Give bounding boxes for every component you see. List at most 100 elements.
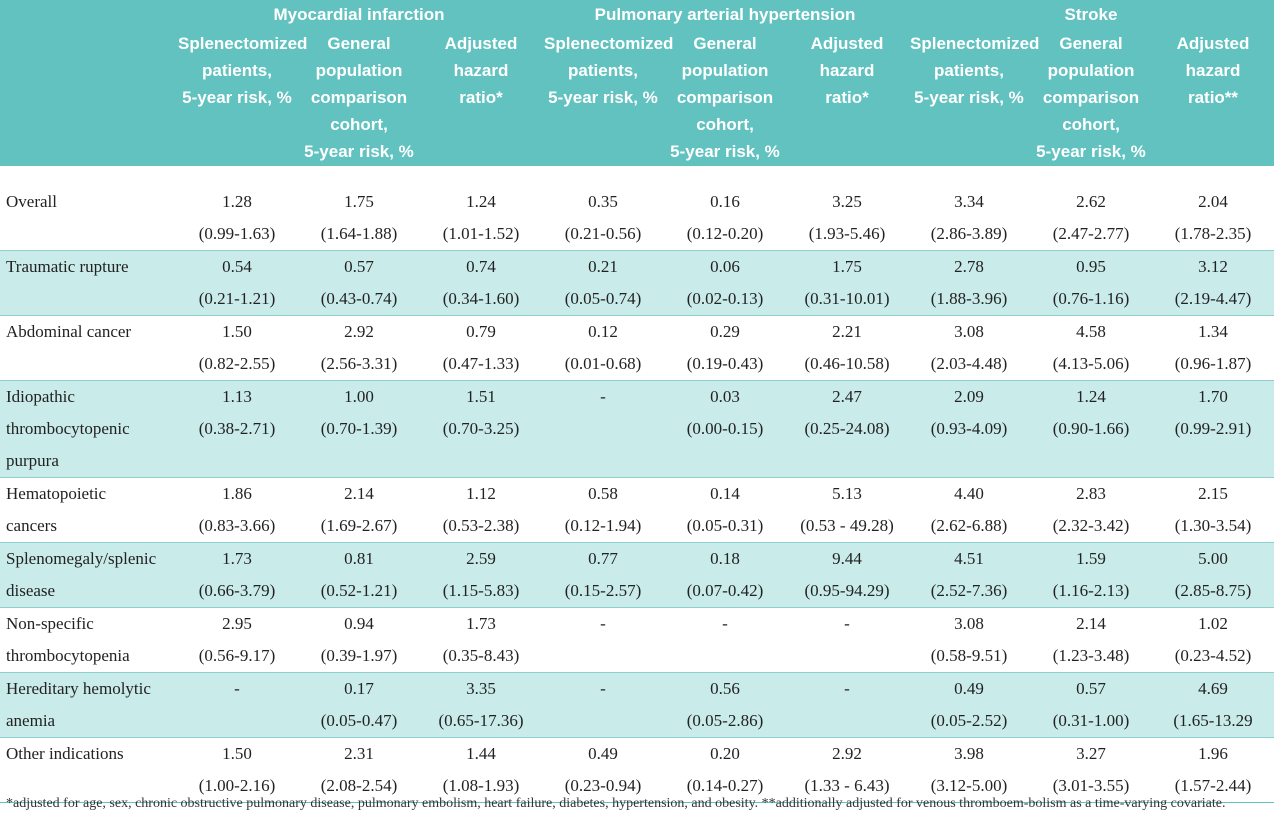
subheader-line: cohort, — [1062, 115, 1120, 134]
confidence-interval: (2.32-3.42) — [1052, 516, 1130, 535]
data-cell: 0.56 (0.05-2.86) — [664, 672, 786, 738]
estimate-value: 3.34 — [954, 192, 984, 211]
subheader-line: Adjusted — [810, 34, 884, 53]
data-cell: 5.00 (2.85-8.75) — [1152, 542, 1275, 608]
subheader-mi-general: General population comparison cohort, 5-year… — [298, 30, 420, 166]
estimate-value: 0.57 — [1076, 679, 1106, 698]
table-row: Splenomegaly/splenic disease 1.73 (0.66-3.7… — [0, 542, 1275, 608]
confidence-interval: (0.47-1.33) — [442, 354, 520, 373]
estimate-value: 3.27 — [1076, 744, 1106, 763]
confidence-interval: (2.03-4.48) — [930, 354, 1008, 373]
confidence-interval: (0.05-2.52) — [930, 711, 1008, 730]
data-cell: 1.50 (1.00-2.16) — [176, 737, 298, 803]
data-cell: 2.59 (1.15-5.83) — [420, 542, 542, 608]
confidence-interval: (0.00-0.15) — [686, 419, 764, 438]
data-cell: 1.70 (0.99-2.91) — [1152, 380, 1275, 478]
confidence-interval: (0.01-0.68) — [564, 354, 642, 373]
confidence-interval: (0.23-4.52) — [1174, 646, 1252, 665]
confidence-interval: (2.52-7.36) — [930, 581, 1008, 600]
confidence-interval: (0.65-17.36) — [438, 711, 524, 730]
estimate-value: 1.50 — [222, 744, 252, 763]
row-label: Non-specific thrombocytopenia — [0, 607, 176, 673]
confidence-interval: (1.08-1.93) — [442, 776, 520, 795]
confidence-interval: (1.57-2.44) — [1174, 776, 1252, 795]
data-cell: 2.09 (0.93-4.09) — [908, 380, 1030, 478]
data-cell: 1.86 (0.83-3.66) — [176, 477, 298, 543]
confidence-interval: (1.30-3.54) — [1174, 516, 1252, 535]
data-cell: 2.95 (0.56-9.17) — [176, 607, 298, 673]
subheader-line: hazard — [819, 61, 875, 80]
data-cell: 3.98 (3.12-5.00) — [908, 737, 1030, 803]
data-cell: 4.40 (2.62-6.88) — [908, 477, 1030, 543]
data-cell: 2.21 (0.46-10.58) — [786, 315, 908, 381]
row-label-line: thrombocytopenia — [6, 646, 130, 665]
estimate-value: 9.44 — [832, 549, 862, 568]
data-cell: 0.12 (0.01-0.68) — [542, 315, 664, 381]
estimate-value: 0.35 — [588, 192, 618, 211]
data-cell: 2.62 (2.47-2.77) — [1030, 186, 1152, 251]
row-label: Other indications — [0, 737, 176, 803]
subheader-line: hazard — [453, 61, 509, 80]
row-label-line: Other indications — [6, 744, 124, 763]
data-cell: 0.77 (0.15-2.57) — [542, 542, 664, 608]
data-cell: 2.15 (1.30-3.54) — [1152, 477, 1275, 543]
data-cell: 0.06 (0.02-0.13) — [664, 250, 786, 316]
estimate-value: - — [722, 614, 728, 633]
confidence-interval: (0.31-10.01) — [804, 289, 890, 308]
estimate-value: 2.09 — [954, 387, 984, 406]
confidence-interval: (1.01-1.52) — [442, 224, 520, 243]
confidence-interval: (2.85-8.75) — [1174, 581, 1252, 600]
confidence-interval: (0.21-0.56) — [564, 224, 642, 243]
confidence-interval: (0.66-3.79) — [198, 581, 276, 600]
estimate-value: 1.28 — [222, 192, 252, 211]
confidence-interval: (0.99-2.91) — [1174, 419, 1252, 438]
data-cell: 3.08 (0.58-9.51) — [908, 607, 1030, 673]
subheader-line: General — [1059, 34, 1123, 53]
confidence-interval: (0.53-2.38) — [442, 516, 520, 535]
confidence-interval: (1.88-3.96) — [930, 289, 1008, 308]
estimate-value: 4.69 — [1198, 679, 1228, 698]
subheader-line: Splenectomized — [178, 34, 308, 53]
row-label-line: purpura — [6, 451, 59, 470]
subheader-line: population — [681, 61, 769, 80]
subheader-line: patients, — [934, 61, 1004, 80]
data-cell: 0.14 (0.05-0.31) — [664, 477, 786, 543]
estimate-value: 0.74 — [466, 257, 496, 276]
data-cell: 2.04 (1.78-2.35) — [1152, 186, 1275, 251]
estimate-value: 0.12 — [588, 322, 618, 341]
confidence-interval: (3.01-3.55) — [1052, 776, 1130, 795]
data-cell: 5.13 (0.53 - 49.28) — [786, 477, 908, 543]
estimate-value: 0.57 — [344, 257, 374, 276]
footnote: *adjusted for age, sex, chronic obstruct… — [6, 796, 1226, 811]
row-label: Hereditary hemolytic anemia — [0, 672, 176, 738]
data-cell: 9.44 (0.95-94.29) — [786, 542, 908, 608]
subheader-line: hazard — [1185, 61, 1241, 80]
estimate-value: 0.95 — [1076, 257, 1106, 276]
subheader-line: 5-year risk, % — [670, 142, 780, 161]
estimate-value: 0.03 — [710, 387, 740, 406]
subheader-row: Splenectomized patients, 5-year risk, % Gen… — [0, 30, 1275, 166]
confidence-interval: (0.34-1.60) — [442, 289, 520, 308]
data-cell: 0.58 (0.12-1.94) — [542, 477, 664, 543]
data-cell: 0.57 (0.43-0.74) — [298, 250, 420, 316]
estimate-value: 5.00 — [1198, 549, 1228, 568]
table-row: Hematopoietic cancers 1.86 (0.83-3.66) 2.14 (… — [0, 477, 1275, 543]
estimate-value: 3.25 — [832, 192, 862, 211]
data-cell: - — [176, 672, 298, 738]
estimate-value: 1.75 — [832, 257, 862, 276]
subheader-line: patients, — [202, 61, 272, 80]
confidence-interval: (0.05-0.31) — [686, 516, 764, 535]
confidence-interval: (0.07-0.42) — [686, 581, 764, 600]
row-label-line: Overall — [6, 192, 57, 211]
confidence-interval: (0.99-1.63) — [198, 224, 276, 243]
confidence-interval: (0.23-0.94) — [564, 776, 642, 795]
row-label-line: Non-specific — [6, 614, 94, 633]
estimate-value: - — [600, 679, 606, 698]
subheader-line: comparison — [310, 88, 408, 107]
confidence-interval: (3.12-5.00) — [930, 776, 1008, 795]
data-cell: 1.73 (0.66-3.79) — [176, 542, 298, 608]
data-cell: 2.78 (1.88-3.96) — [908, 250, 1030, 316]
table-body: Overall 1.28 (0.99-1.63) 1.75 (1.64-1.88) 1.2… — [0, 166, 1275, 803]
data-cell: 4.51 (2.52-7.36) — [908, 542, 1030, 608]
corner-cell — [0, 0, 176, 30]
